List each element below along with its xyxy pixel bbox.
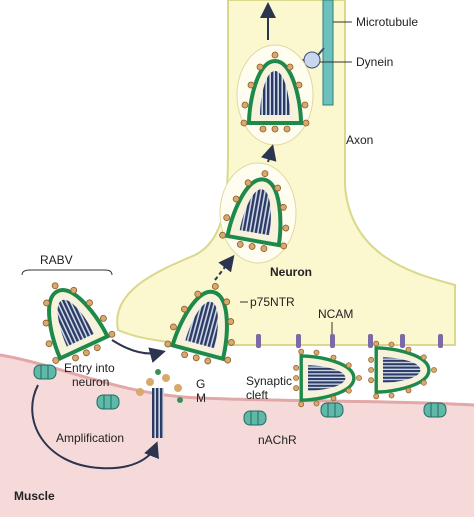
label: Dynein	[356, 55, 393, 69]
nachr-receptor	[243, 410, 267, 426]
nachr-receptor	[320, 402, 344, 418]
muscle-cell	[0, 355, 474, 517]
genome	[152, 388, 164, 438]
label: G	[196, 377, 205, 391]
virion	[291, 347, 364, 409]
label: Amplification	[56, 431, 124, 445]
neuron	[116, 0, 456, 346]
label: neuron	[72, 375, 109, 389]
label: M	[196, 391, 206, 405]
label: Synaptic	[246, 374, 292, 388]
nachr-receptor	[423, 402, 447, 418]
virion	[366, 339, 439, 401]
protein-g	[136, 374, 182, 396]
arrow	[214, 254, 235, 281]
label: cleft	[246, 388, 269, 402]
arrow	[31, 384, 159, 470]
label: RABV	[40, 253, 73, 267]
virion	[21, 266, 121, 372]
nachr-receptor	[96, 394, 120, 410]
label: p75NTR	[250, 295, 295, 309]
bracket	[21, 269, 113, 276]
arrow	[261, 144, 277, 163]
label: Microtubule	[356, 15, 418, 29]
label: Axon	[346, 133, 373, 147]
muscle-membrane	[0, 353, 474, 407]
ncam-group	[256, 334, 443, 348]
label: NCAM	[318, 307, 353, 321]
label: Entry into	[64, 361, 115, 375]
protein-m	[155, 369, 183, 403]
microtubule	[322, 0, 334, 106]
nachr-receptor	[33, 364, 57, 380]
label: Muscle	[14, 489, 55, 503]
label: Neuron	[270, 265, 312, 279]
label: nAChR	[258, 433, 297, 447]
arrow	[111, 339, 166, 363]
